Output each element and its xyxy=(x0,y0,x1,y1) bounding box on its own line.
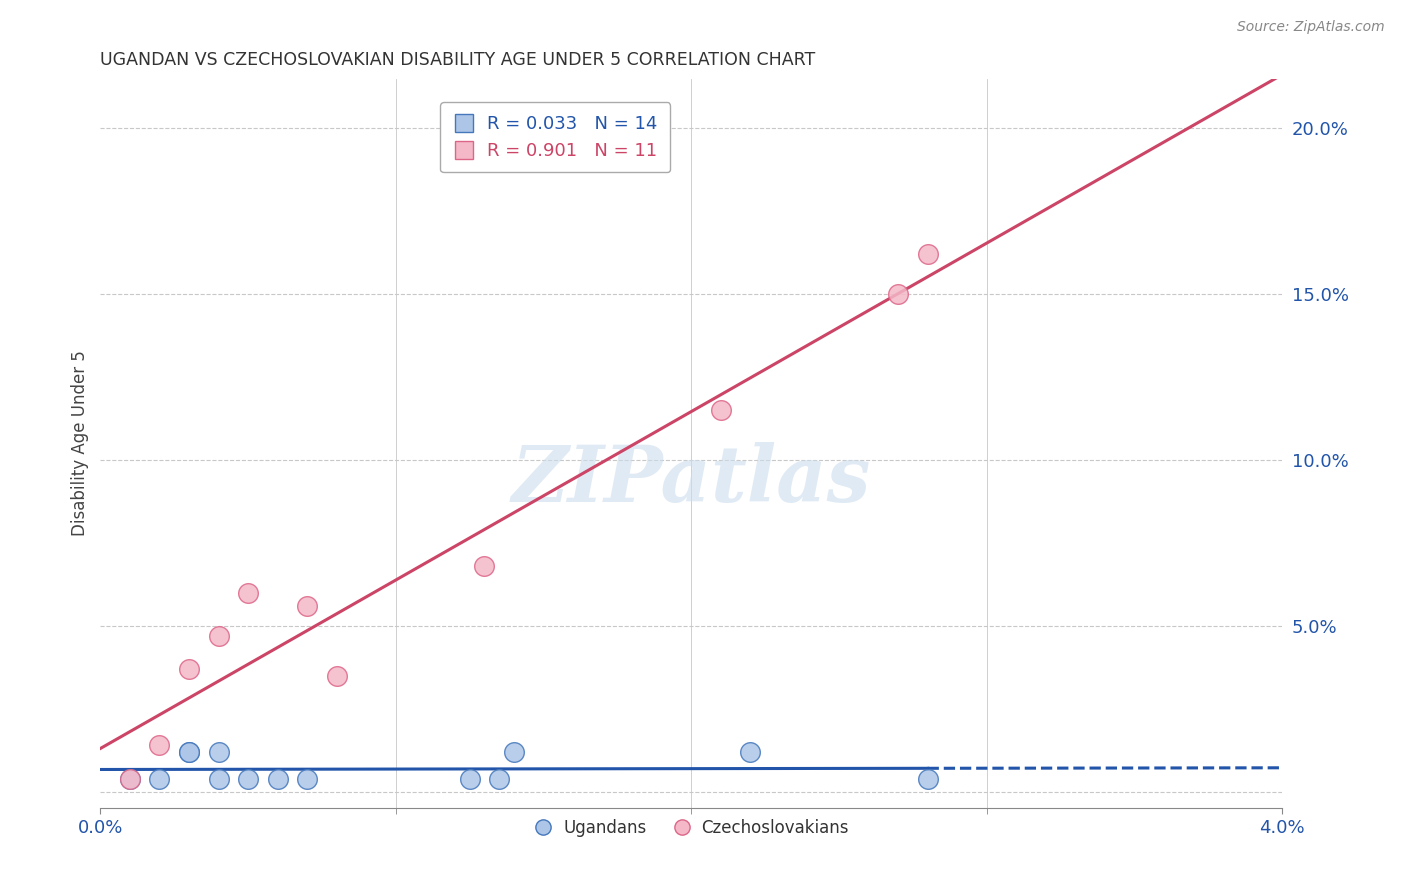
Point xyxy=(740,745,762,759)
Point xyxy=(148,739,170,753)
Point xyxy=(710,403,733,417)
Point xyxy=(148,772,170,786)
Point xyxy=(325,669,347,683)
Point xyxy=(118,772,141,786)
Point xyxy=(887,287,910,301)
Text: Source: ZipAtlas.com: Source: ZipAtlas.com xyxy=(1237,20,1385,34)
Point xyxy=(917,772,939,786)
Point xyxy=(177,745,200,759)
Point xyxy=(177,662,200,676)
Point xyxy=(118,772,141,786)
Point xyxy=(207,772,229,786)
Point xyxy=(917,247,939,261)
Point xyxy=(488,772,510,786)
Point xyxy=(474,559,496,574)
Point xyxy=(295,599,318,613)
Text: ZIPatlas: ZIPatlas xyxy=(512,442,870,518)
Point xyxy=(207,629,229,643)
Y-axis label: Disability Age Under 5: Disability Age Under 5 xyxy=(72,351,89,536)
Point xyxy=(266,772,288,786)
Point xyxy=(207,745,229,759)
Point xyxy=(177,745,200,759)
Point xyxy=(295,772,318,786)
Text: UGANDAN VS CZECHOSLOVAKIAN DISABILITY AGE UNDER 5 CORRELATION CHART: UGANDAN VS CZECHOSLOVAKIAN DISABILITY AG… xyxy=(100,51,815,69)
Point xyxy=(236,772,259,786)
Legend: Ugandans, Czechoslovakians: Ugandans, Czechoslovakians xyxy=(527,813,856,844)
Point xyxy=(236,586,259,600)
Point xyxy=(458,772,481,786)
Point xyxy=(503,745,526,759)
